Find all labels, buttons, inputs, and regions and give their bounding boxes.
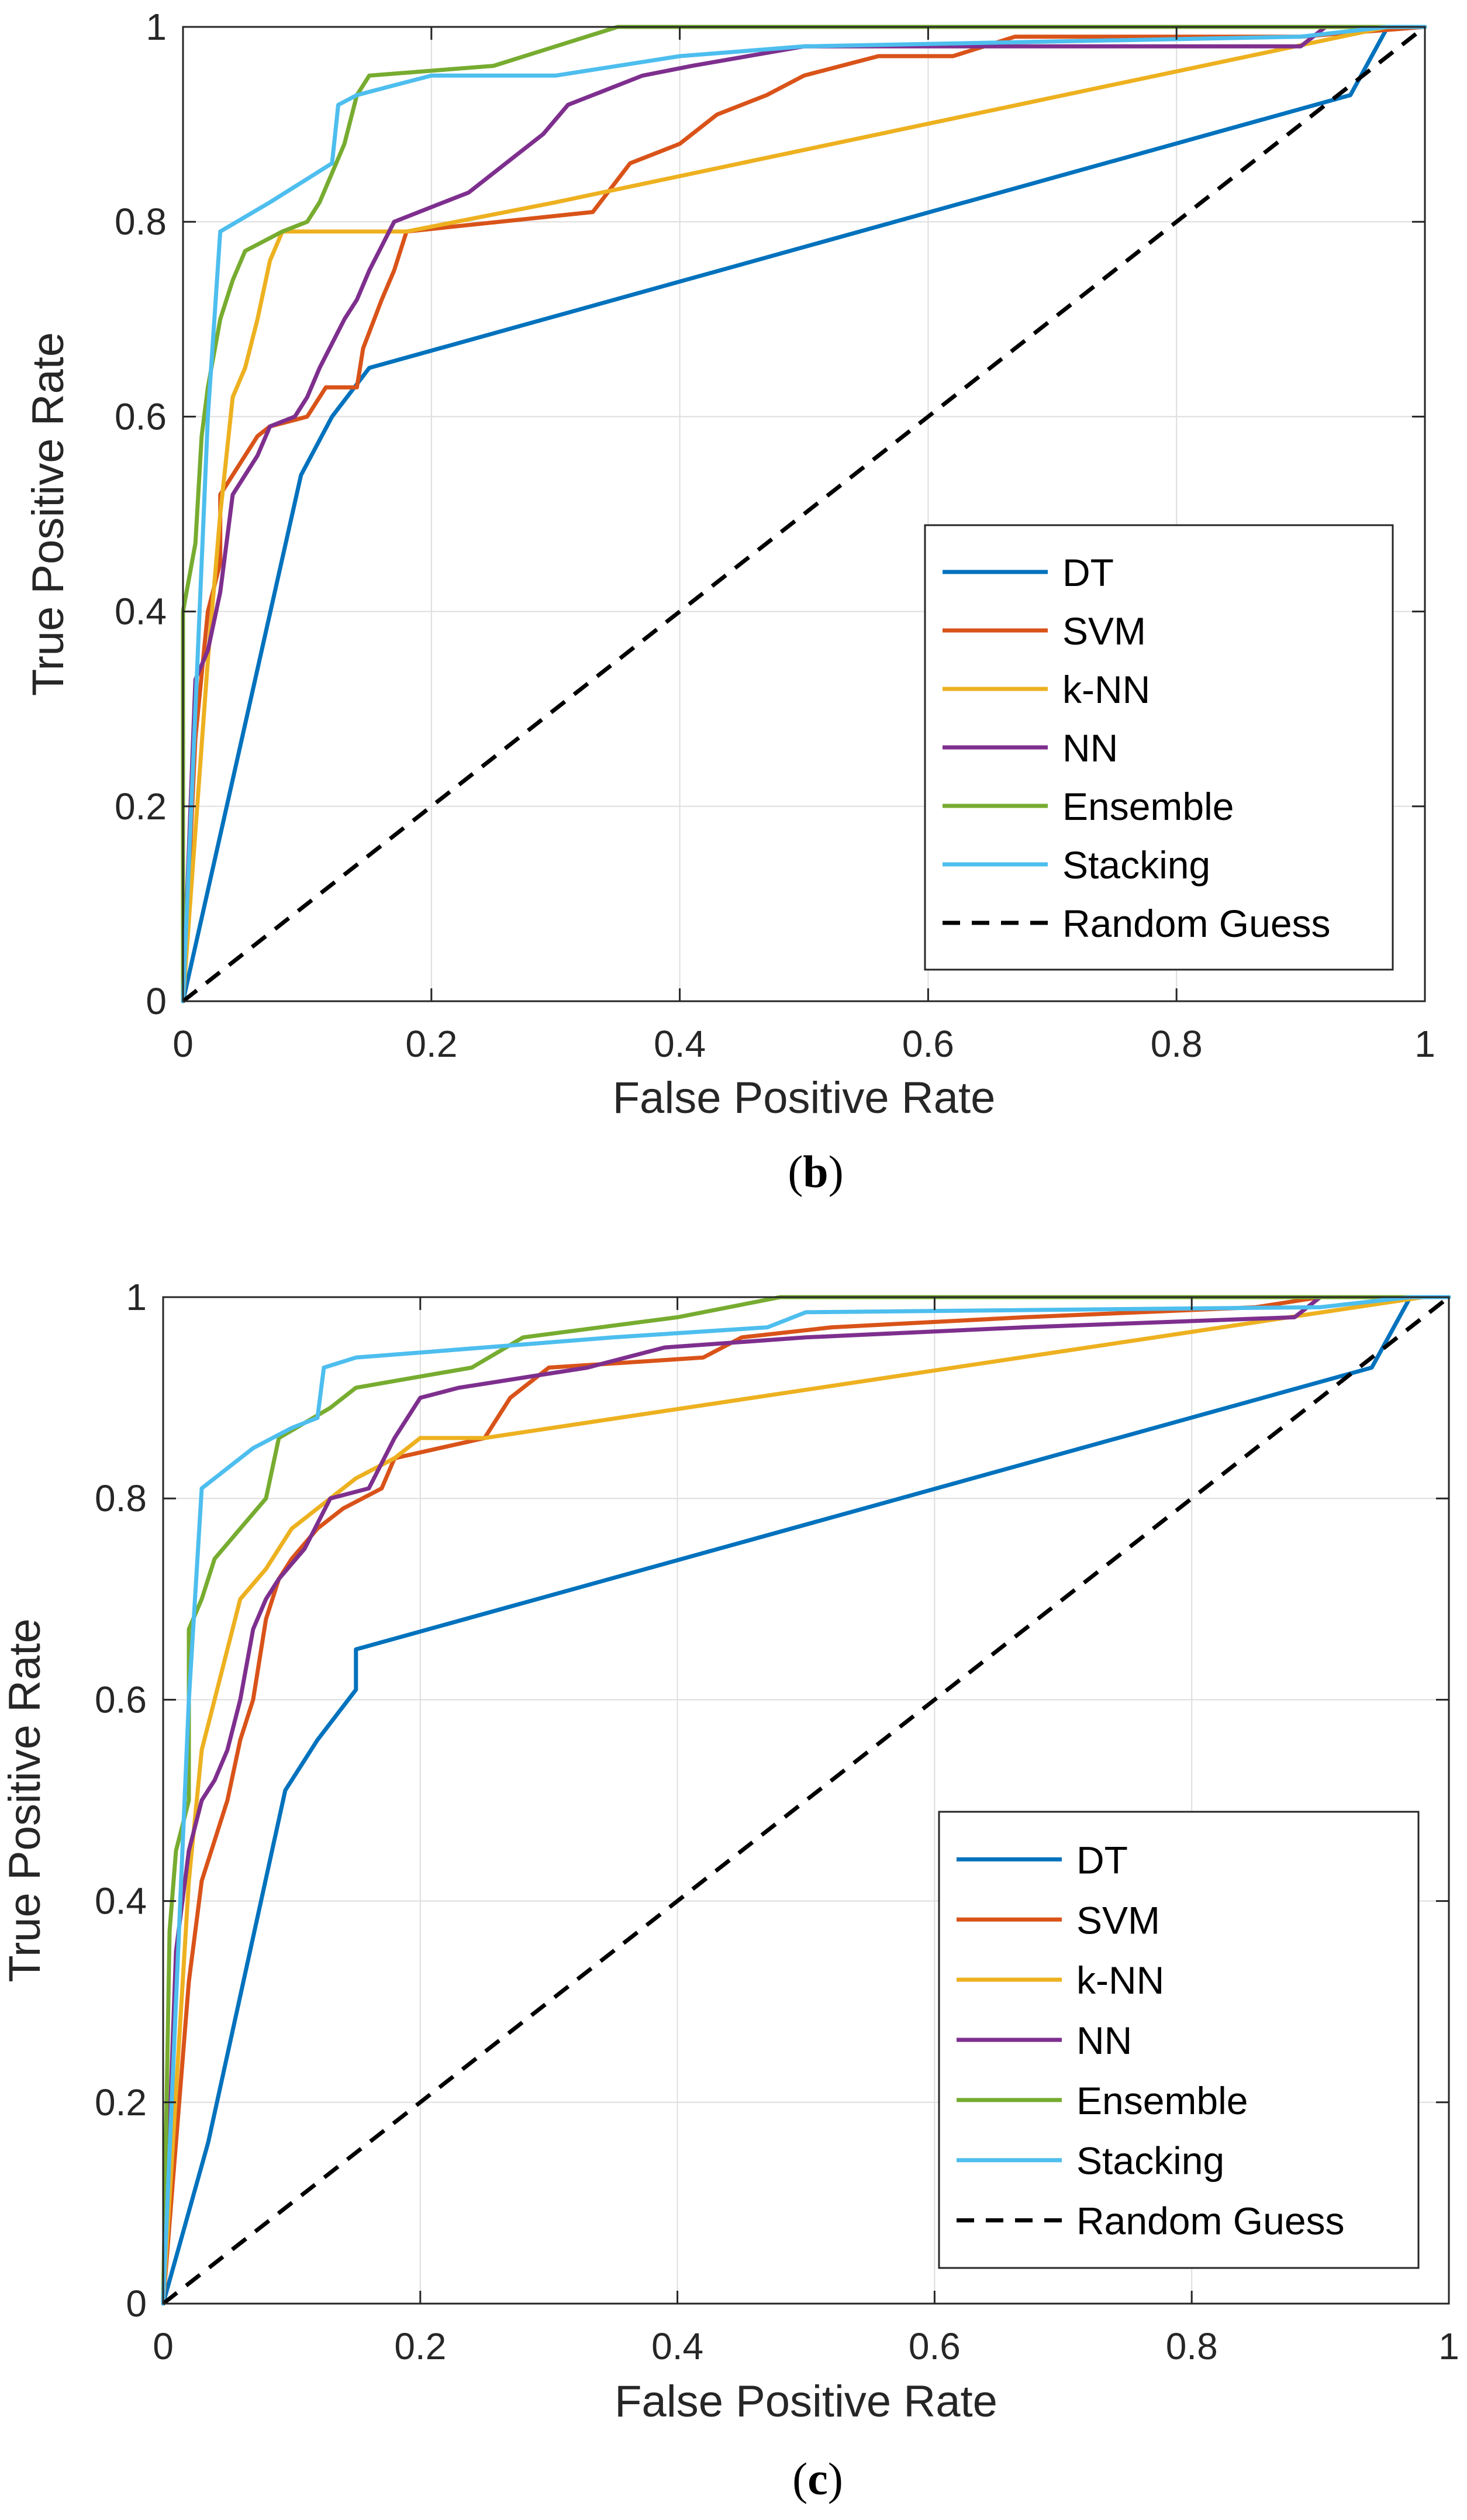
figure-caption: (c) xyxy=(792,2453,843,2504)
y-tick-label: 0.8 xyxy=(95,1477,147,1519)
y-axis-label: True Positive Rate xyxy=(0,1618,50,1982)
x-tick-label: 0.8 xyxy=(1166,2325,1218,2367)
legend: DT SVM k-NN NN Ensemble Stacking Random Guess xyxy=(924,524,1394,971)
legend-entry-label: k-NN xyxy=(1076,1959,1164,2002)
x-tick-label: 0.6 xyxy=(902,1023,954,1065)
series-line-nn xyxy=(181,25,1427,1004)
y-tick-label: 1 xyxy=(146,6,167,48)
legend-entry-label: NN xyxy=(1062,726,1118,770)
x-axis-label: False Positive Rate xyxy=(613,1073,996,1123)
x-tick-label: 1 xyxy=(1438,2325,1459,2367)
series-line-dt xyxy=(161,1295,1451,2306)
axes-box xyxy=(182,26,1426,1002)
x-tick-label: 0.8 xyxy=(1151,1023,1203,1065)
y-tick-label: 0.6 xyxy=(115,395,167,437)
y-axis-label: True Positive Rate xyxy=(23,332,73,696)
x-tick-label: 0.4 xyxy=(654,1023,706,1065)
series-line-stacking xyxy=(161,1295,1451,2306)
legend-entry-label: NN xyxy=(1076,2019,1132,2062)
legend-entry-label: SVM xyxy=(1076,1898,1160,1942)
legend-entry-label: Ensemble xyxy=(1062,785,1234,828)
legend-entry-label: SVM xyxy=(1062,609,1146,653)
legend: DT SVM k-NN NN Ensemble Stacking Random Guess xyxy=(938,1811,1420,2269)
y-tick-label: 0.4 xyxy=(95,1880,147,1922)
legend-entry-label: Ensemble xyxy=(1076,2079,1248,2122)
legend-entry-label: Random Guess xyxy=(1062,902,1331,945)
legend-entry-label: Random Guess xyxy=(1076,2200,1345,2243)
y-tick-label: 0 xyxy=(126,2283,147,2325)
y-tick-label: 0.4 xyxy=(115,591,167,633)
y-tick-label: 0.8 xyxy=(115,201,167,243)
roc-chart-c: 0 0.2 0.4 0.6 0.8 1 0 0.2 0.4 0.6 0.8 1 False Positi… xyxy=(0,1276,1459,2504)
x-tick-label: 0.6 xyxy=(909,2325,961,2367)
legend-entry-label: k-NN xyxy=(1062,668,1150,711)
series-line-stacking xyxy=(181,25,1427,1004)
y-tick-label: 0.2 xyxy=(95,2081,147,2123)
legend-entry-label: DT xyxy=(1076,1838,1128,1881)
axes-box xyxy=(162,1296,1450,2305)
y-tick-label: 1 xyxy=(126,1276,147,1318)
legend-entry-label: Stacking xyxy=(1076,2139,1224,2183)
roc-chart-b: 0 0.2 0.4 0.6 0.8 1 0 0.2 0.4 0.6 0.8 1 False Positi… xyxy=(23,6,1435,1197)
y-tick-label: 0 xyxy=(146,980,167,1022)
x-tick-label: 0.2 xyxy=(405,1023,457,1065)
series-line-k-nn xyxy=(181,25,1427,1004)
y-tick-label: 0.2 xyxy=(115,785,167,828)
x-tick-label: 0.4 xyxy=(651,2325,703,2367)
series-line-ensemble xyxy=(181,25,1427,1004)
series-line-k-nn xyxy=(161,1295,1451,2306)
series-line-nn xyxy=(161,1295,1451,2306)
x-tick-label: 0 xyxy=(172,1023,194,1065)
legend-entry-label: DT xyxy=(1062,551,1114,594)
x-tick-label: 1 xyxy=(1414,1023,1435,1065)
x-tick-label: 0 xyxy=(153,2325,174,2367)
y-tick-label: 0.6 xyxy=(95,1678,147,1721)
x-tick-label: 0.2 xyxy=(394,2325,446,2367)
series-line-svm xyxy=(161,1295,1451,2306)
x-axis-label: False Positive Rate xyxy=(615,2377,997,2426)
series-line-random-guess xyxy=(161,1295,1451,2305)
legend-entry-label: Stacking xyxy=(1062,843,1210,887)
figure-caption: (b) xyxy=(788,1146,843,1197)
